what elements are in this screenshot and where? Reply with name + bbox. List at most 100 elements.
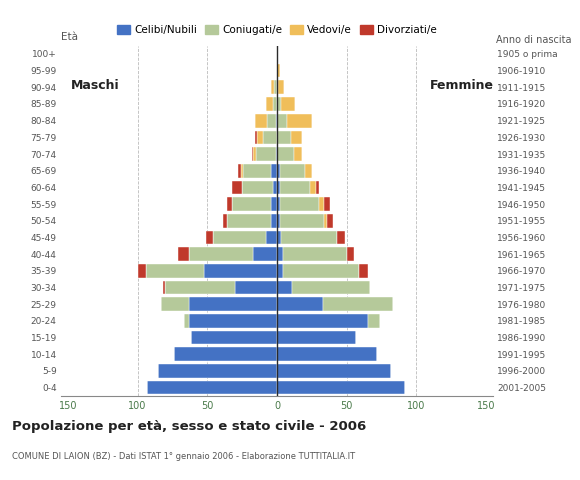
Bar: [324, 197, 330, 211]
Bar: [319, 197, 324, 211]
Bar: [183, 314, 189, 328]
Bar: [277, 231, 281, 244]
Bar: [277, 281, 292, 294]
Bar: [277, 381, 405, 395]
Bar: [280, 164, 305, 178]
Bar: [255, 131, 258, 144]
Bar: [310, 180, 316, 194]
Text: Anno di nascita: Anno di nascita: [496, 35, 571, 45]
Bar: [233, 180, 242, 194]
Bar: [277, 164, 280, 178]
Bar: [292, 281, 371, 294]
Bar: [305, 164, 312, 178]
Text: Maschi: Maschi: [71, 79, 119, 92]
Bar: [273, 97, 277, 111]
Bar: [162, 281, 165, 294]
Bar: [316, 180, 319, 194]
Bar: [189, 298, 277, 311]
Bar: [158, 364, 277, 378]
Bar: [241, 164, 244, 178]
Bar: [277, 131, 291, 144]
Bar: [277, 114, 287, 128]
Bar: [266, 97, 273, 111]
Bar: [190, 331, 277, 345]
Bar: [280, 214, 324, 228]
Bar: [293, 147, 302, 161]
Bar: [277, 214, 280, 228]
Bar: [277, 81, 278, 94]
Bar: [287, 114, 312, 128]
Bar: [277, 264, 282, 278]
Bar: [213, 231, 266, 244]
Bar: [271, 164, 277, 178]
Bar: [277, 364, 392, 378]
Bar: [174, 348, 277, 361]
Bar: [253, 147, 256, 161]
Bar: [189, 314, 277, 328]
Bar: [244, 164, 271, 178]
Bar: [252, 147, 253, 161]
Bar: [347, 247, 354, 261]
Bar: [277, 314, 368, 328]
Bar: [189, 247, 253, 261]
Bar: [323, 298, 393, 311]
Bar: [271, 214, 277, 228]
Legend: Celibi/Nubili, Coniugati/e, Vedovi/e, Divorziati/e: Celibi/Nubili, Coniugati/e, Vedovi/e, Di…: [113, 21, 441, 39]
Bar: [165, 281, 235, 294]
Bar: [359, 264, 368, 278]
Bar: [276, 114, 277, 128]
Bar: [281, 97, 295, 111]
Bar: [291, 131, 302, 144]
Bar: [223, 214, 227, 228]
Bar: [147, 381, 277, 395]
Bar: [277, 64, 280, 77]
Bar: [227, 197, 233, 211]
Bar: [280, 197, 319, 211]
Bar: [227, 214, 271, 228]
Bar: [206, 231, 213, 244]
Bar: [271, 197, 277, 211]
Bar: [233, 197, 271, 211]
Bar: [274, 81, 277, 94]
Text: Età: Età: [61, 32, 78, 42]
Bar: [282, 247, 347, 261]
Bar: [267, 114, 275, 128]
Bar: [178, 247, 189, 261]
Bar: [273, 180, 277, 194]
Bar: [256, 147, 276, 161]
Bar: [327, 214, 333, 228]
Bar: [137, 264, 146, 278]
Bar: [255, 114, 267, 128]
Bar: [258, 131, 263, 144]
Bar: [266, 231, 277, 244]
Bar: [277, 247, 282, 261]
Bar: [277, 298, 323, 311]
Bar: [235, 281, 277, 294]
Bar: [277, 348, 378, 361]
Bar: [253, 247, 277, 261]
Bar: [146, 264, 205, 278]
Bar: [263, 131, 277, 144]
Bar: [238, 164, 241, 178]
Bar: [242, 180, 273, 194]
Bar: [324, 214, 327, 228]
Bar: [368, 314, 380, 328]
Bar: [205, 264, 277, 278]
Bar: [277, 197, 280, 211]
Text: Femmine: Femmine: [430, 79, 494, 92]
Text: Popolazione per età, sesso e stato civile - 2006: Popolazione per età, sesso e stato civil…: [12, 420, 366, 433]
Bar: [277, 97, 281, 111]
Bar: [276, 147, 277, 161]
Bar: [282, 264, 359, 278]
Text: COMUNE DI LAION (BZ) - Dati ISTAT 1° gennaio 2006 - Elaborazione TUTTITALIA.IT: COMUNE DI LAION (BZ) - Dati ISTAT 1° gen…: [12, 452, 355, 461]
Bar: [277, 331, 356, 345]
Bar: [161, 298, 189, 311]
Bar: [271, 81, 274, 94]
Bar: [277, 180, 280, 194]
Bar: [277, 147, 293, 161]
Bar: [281, 231, 337, 244]
Bar: [277, 47, 278, 61]
Bar: [280, 180, 310, 194]
Bar: [337, 231, 345, 244]
Bar: [278, 81, 284, 94]
